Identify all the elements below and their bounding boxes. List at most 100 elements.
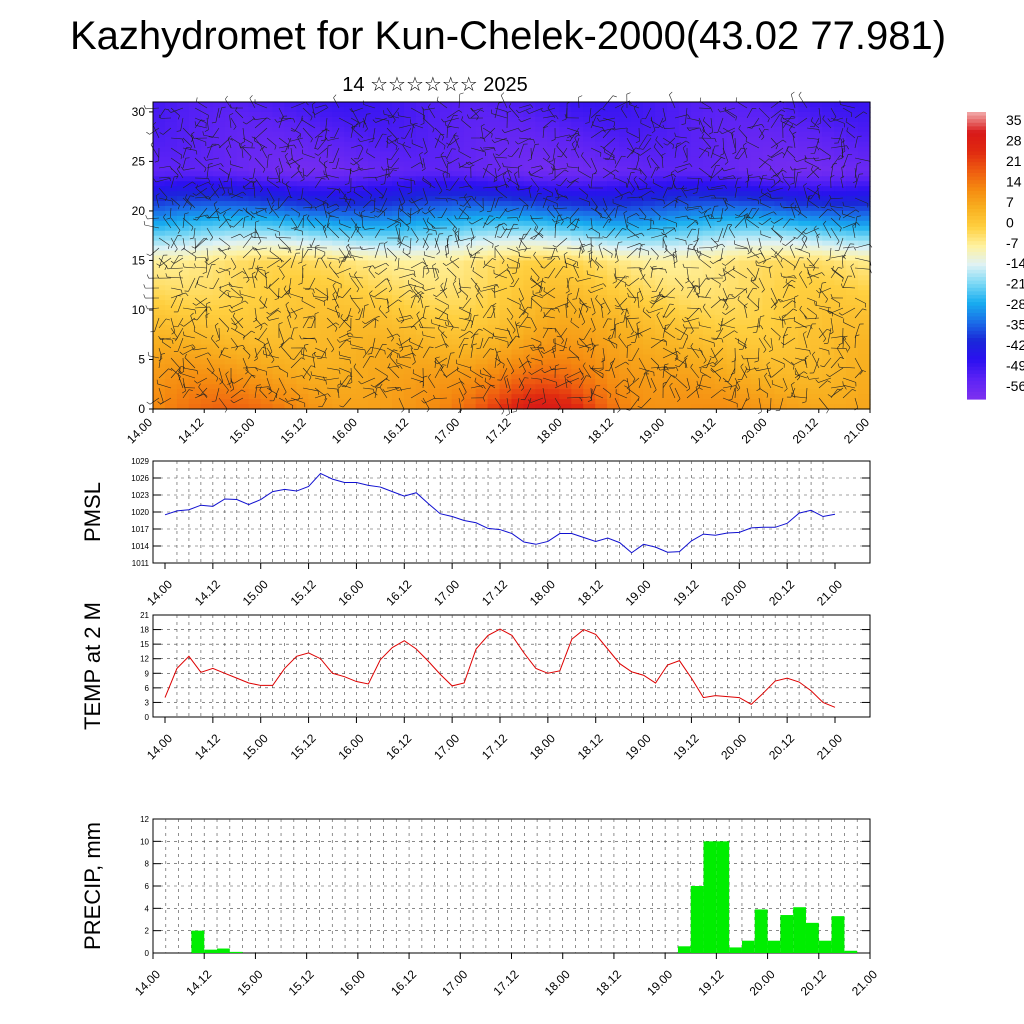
heatmap-cell xyxy=(666,389,680,395)
heatmap-cell xyxy=(619,230,632,237)
heatmap-cell xyxy=(451,319,465,326)
heatmap-cell xyxy=(846,230,859,237)
heatmap-cell xyxy=(511,245,525,252)
heatmap-cell xyxy=(523,364,536,370)
heatmap-cell xyxy=(451,126,465,133)
heatmap-cell xyxy=(284,205,297,212)
heatmap-cell xyxy=(176,146,190,153)
heatmap-cell xyxy=(726,300,740,306)
heatmap-cell xyxy=(702,106,716,113)
heatmap-cell xyxy=(678,275,692,281)
heatmap-cell xyxy=(164,225,178,232)
heatmap-cell xyxy=(559,305,572,311)
heatmap-cell xyxy=(451,394,465,400)
wind-barb xyxy=(338,117,353,126)
heatmap-cell xyxy=(260,374,274,380)
wind-barb-flag xyxy=(700,178,703,183)
heatmap-cell xyxy=(332,359,345,366)
heatmap-cell xyxy=(499,364,513,370)
wind-barb-flag xyxy=(527,158,532,161)
heatmap-cell xyxy=(356,156,369,163)
heatmap-cell xyxy=(834,205,847,212)
wind-barb-flag xyxy=(820,206,825,209)
wind-barb xyxy=(314,197,328,204)
heatmap-cell xyxy=(260,171,274,177)
heatmap-cell xyxy=(188,404,202,410)
heatmap-cell xyxy=(487,399,501,405)
heatmap-cell xyxy=(595,349,608,356)
heatmap-cell xyxy=(392,384,405,390)
wind-barb xyxy=(806,157,820,160)
wind-barb-flag xyxy=(620,196,623,200)
wind-barb-flag xyxy=(804,155,807,160)
heatmap-cell xyxy=(523,334,536,341)
heatmap-cell xyxy=(762,141,775,148)
heatmap-cell xyxy=(810,131,823,138)
heatmap-cell xyxy=(272,369,286,375)
heatmap-cell xyxy=(535,116,548,123)
wind-barb-flag xyxy=(193,218,198,221)
heatmap-cell xyxy=(762,146,775,153)
heatmap-cell xyxy=(822,196,835,202)
heatmap-cell xyxy=(690,235,704,242)
heatmap-cell xyxy=(583,290,596,296)
wind-barb xyxy=(722,137,725,154)
heatmap-cell xyxy=(690,250,704,257)
wind-barb xyxy=(434,134,441,149)
heatmap-cell xyxy=(678,181,692,187)
wind-barb xyxy=(602,167,615,176)
heatmap-cell xyxy=(846,116,859,123)
heatmap-cell xyxy=(714,225,728,232)
heatmap-cell xyxy=(320,161,333,167)
heatmap-cell xyxy=(750,126,764,133)
heatmap-cell xyxy=(451,374,465,380)
heatmap-cell xyxy=(786,300,799,306)
heatmap-cell xyxy=(858,106,871,113)
heatmap-cell xyxy=(164,309,178,316)
wind-barb xyxy=(180,117,184,131)
heatmap-cell xyxy=(726,354,740,361)
heatmap-cell xyxy=(786,314,799,321)
wind-barb xyxy=(463,196,472,209)
wind-barb-flag xyxy=(325,137,329,141)
heatmap-cell xyxy=(332,255,345,262)
heatmap-cell xyxy=(439,230,453,237)
heatmap-cell xyxy=(834,240,847,247)
heatmap-cell xyxy=(619,215,632,222)
heatmap-cell xyxy=(344,126,357,133)
wind-barb xyxy=(518,144,524,159)
heatmap-cell xyxy=(738,186,752,192)
heatmap-cell xyxy=(858,255,871,262)
heatmap-cell xyxy=(427,309,441,316)
heatmap-cell xyxy=(176,255,190,262)
heatmap-cell xyxy=(380,295,393,301)
heatmap-cell xyxy=(595,265,608,271)
wind-barb xyxy=(804,160,820,169)
heatmap-cell xyxy=(439,399,453,405)
wind-barb-flag xyxy=(192,134,195,139)
wind-barb xyxy=(494,170,509,179)
wind-barb xyxy=(602,157,615,161)
heatmap-cell xyxy=(619,186,632,192)
heatmap-cell xyxy=(642,240,656,247)
heatmap-cell xyxy=(463,314,477,321)
heatmap-cell xyxy=(511,369,525,375)
heatmap-cell xyxy=(224,210,238,217)
heatmap-cell xyxy=(535,374,548,380)
heatmap-cell xyxy=(631,369,644,375)
heatmap-cell xyxy=(846,260,859,267)
heatmap-cell xyxy=(332,235,345,242)
heatmap-cell xyxy=(834,230,847,237)
heatmap-cell xyxy=(403,295,417,301)
wind-barb xyxy=(374,133,383,149)
heatmap-cell xyxy=(822,136,835,143)
wind-barb-flag xyxy=(764,128,769,131)
heatmap-cell xyxy=(260,106,274,113)
wind-barb-flag xyxy=(708,132,713,135)
heatmap-cell xyxy=(774,354,787,361)
heatmap-cell xyxy=(487,106,501,113)
wind-barb-flag xyxy=(850,112,853,117)
heatmap-cell xyxy=(714,141,728,148)
wind-barb xyxy=(345,197,352,212)
heatmap-cell xyxy=(762,230,775,237)
